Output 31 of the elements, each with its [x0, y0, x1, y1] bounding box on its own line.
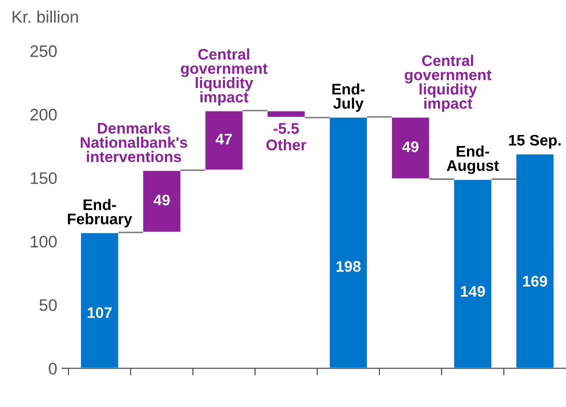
bar [266, 110, 306, 118]
y-tick-label: 0 [48, 362, 57, 375]
bar [204, 110, 244, 171]
y-tick-label: 200 [30, 108, 57, 121]
data-label: 149 [460, 286, 485, 297]
data-label: 107 [88, 307, 112, 318]
annotation: Central government liquidity impact [180, 48, 268, 106]
annotation: End- August [446, 146, 499, 174]
data-label: 49 [402, 141, 418, 152]
data-label: 47 [216, 134, 232, 144]
data-label: 169 [523, 276, 548, 287]
bar [142, 170, 182, 234]
bar [452, 178, 493, 368]
y-axis-title: Kr. billion [12, 10, 78, 23]
y-tick-label: 50 [40, 299, 57, 312]
annotation: 15 Sep. [509, 134, 561, 149]
annotation: End- February [68, 198, 132, 228]
y-tick-label: 150 [30, 172, 57, 184]
annotation: End- July [332, 83, 365, 112]
y-tick-label: 100 [30, 236, 57, 248]
data-label: 198 [336, 261, 361, 272]
data-label: -5.5 [274, 123, 299, 134]
bar [80, 232, 120, 368]
y-tick-label: 250 [30, 45, 57, 58]
annotation: Other [266, 139, 306, 150]
annotation: Central government liquidity impact [404, 54, 492, 112]
bar [514, 153, 555, 368]
bar [390, 116, 430, 180]
annotation: Denmarks Nationalbank's interventions [80, 122, 188, 162]
bar [328, 116, 368, 368]
data-label: 49 [154, 194, 170, 206]
